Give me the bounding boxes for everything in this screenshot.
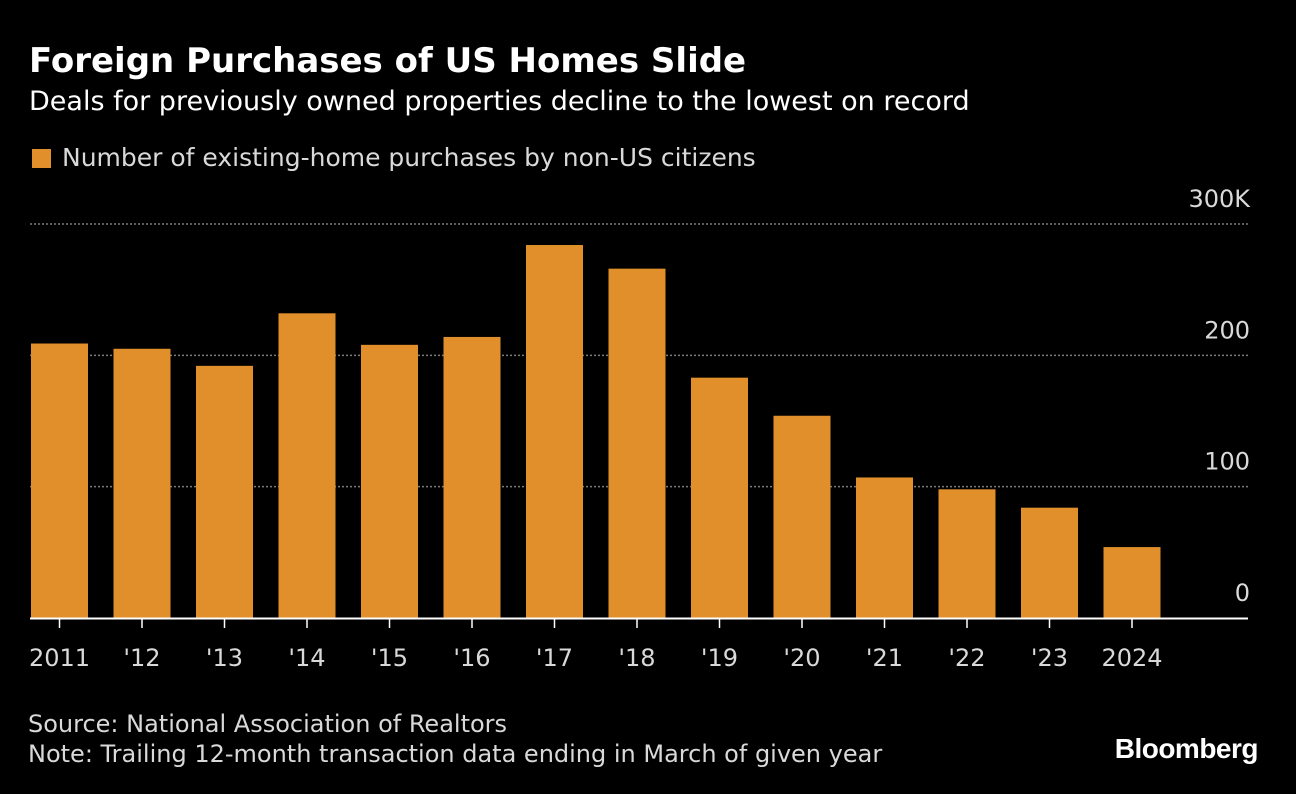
x-tick-label: '14	[288, 644, 325, 672]
x-tick-label: '15	[371, 644, 408, 672]
footnote: Note: Trailing 12-month transaction data…	[28, 740, 883, 768]
bar-chart: 0 100 200 300K 2011 '12 '13 '14 '15 '16 '17 '18 '19 '…	[29, 185, 1251, 672]
bar	[773, 415, 831, 618]
bar	[1103, 547, 1161, 618]
x-tick-label: '12	[123, 644, 160, 672]
legend: Number of existing-home purchases by non…	[32, 141, 756, 175]
bar	[31, 343, 88, 618]
chart-subtitle: Deals for previously owned properties de…	[29, 86, 970, 117]
x-tick-label: '21	[866, 644, 903, 672]
legend-label: Number of existing-home purchases by non…	[62, 143, 756, 172]
axes: 0 100 200 300K 2011 '12 '13 '14 '15 '16 '17 '18 '19 '…	[29, 185, 1251, 672]
source-note: Source: National Association of Realtors	[28, 710, 508, 738]
bar	[608, 268, 666, 618]
x-tick-label: '20	[783, 644, 820, 672]
x-tick-label: '16	[453, 644, 490, 672]
bloomberg-logo: Bloomberg	[1114, 733, 1259, 764]
x-tick-label: '18	[618, 644, 655, 672]
y-tick-label: 100	[1204, 448, 1250, 476]
bar	[361, 344, 418, 618]
bars	[31, 245, 1161, 618]
x-tick-label: '17	[536, 644, 573, 672]
x-tick-label: '22	[948, 644, 985, 672]
x-tick-label: '23	[1031, 644, 1068, 672]
legend-swatch	[32, 148, 51, 168]
bar	[1021, 507, 1078, 618]
y-tick-label: 200	[1204, 316, 1250, 344]
chart-title: Foreign Purchases of US Homes Slide	[29, 41, 747, 81]
bar	[196, 365, 253, 618]
x-tick-label: '19	[701, 644, 738, 672]
y-tick-label: 300K	[1188, 185, 1251, 213]
bar	[443, 336, 501, 618]
bar	[113, 348, 171, 618]
x-tick-label: 2024	[1101, 644, 1162, 672]
bar	[278, 313, 336, 618]
bar	[856, 477, 913, 618]
bar	[691, 377, 748, 618]
x-tick-label: 2011	[29, 644, 90, 672]
bar	[526, 245, 583, 618]
y-tick-label: 0	[1235, 579, 1250, 607]
bar	[938, 489, 996, 618]
x-tick-label: '13	[206, 644, 243, 672]
